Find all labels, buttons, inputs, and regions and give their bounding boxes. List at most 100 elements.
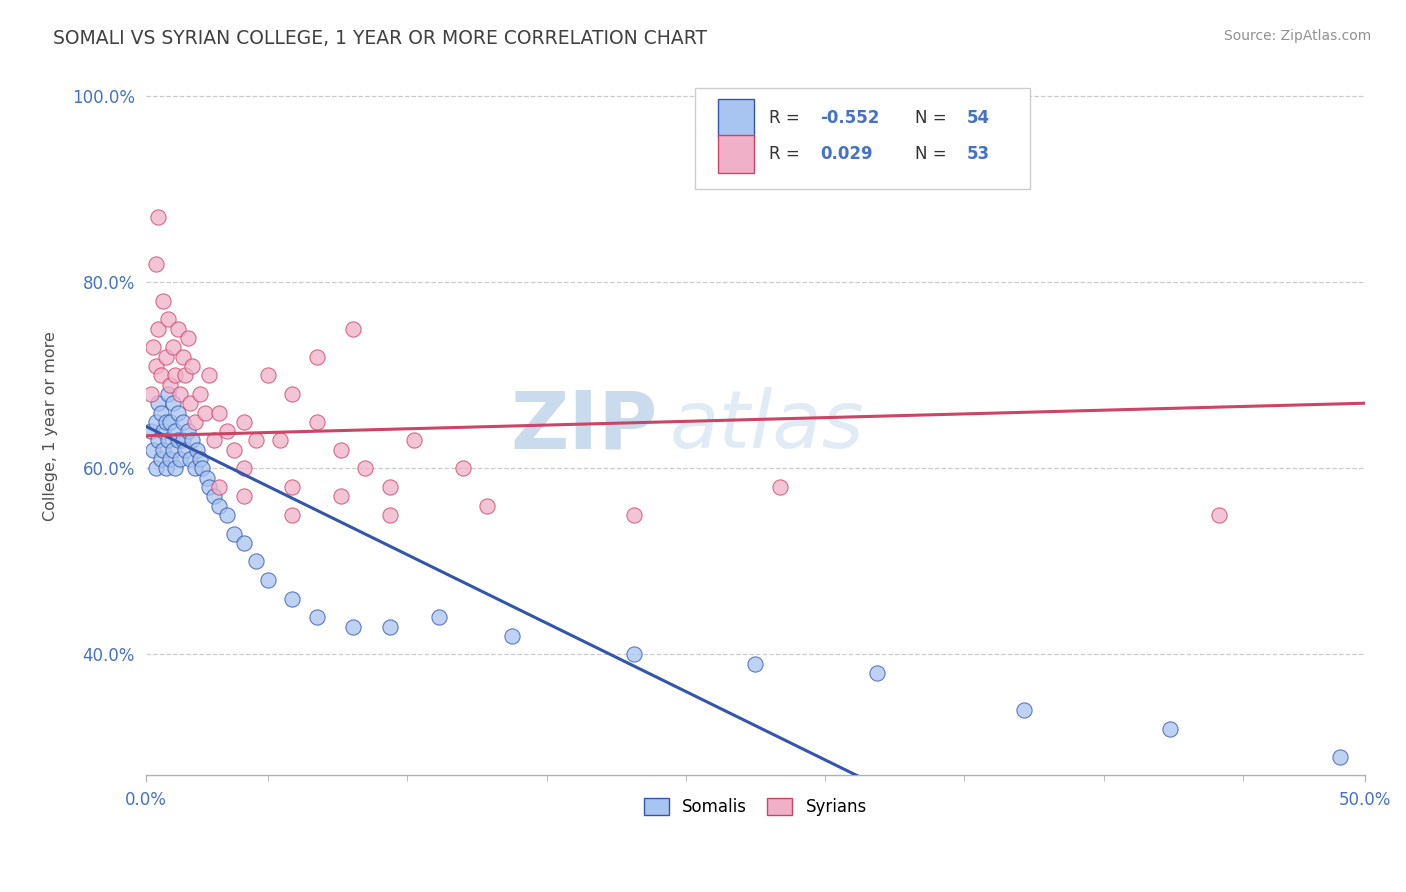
- Point: [152, 442, 174, 457]
- Point: [174, 442, 197, 457]
- Point: [354, 461, 377, 475]
- Point: [181, 359, 204, 373]
- Point: [139, 387, 162, 401]
- Point: [162, 396, 184, 410]
- Point: [179, 452, 201, 467]
- Point: [257, 573, 280, 587]
- Point: [148, 434, 170, 448]
- Point: [148, 396, 170, 410]
- Point: [404, 434, 426, 448]
- Point: [145, 359, 167, 373]
- Point: [157, 387, 180, 401]
- Point: [202, 434, 225, 448]
- Point: [166, 405, 188, 419]
- Point: [198, 480, 221, 494]
- Point: [281, 387, 304, 401]
- Point: [145, 415, 167, 429]
- Text: SOMALI VS SYRIAN COLLEGE, 1 YEAR OR MORE CORRELATION CHART: SOMALI VS SYRIAN COLLEGE, 1 YEAR OR MORE…: [53, 29, 707, 47]
- Point: [232, 536, 254, 550]
- Point: [281, 508, 304, 522]
- Point: [148, 210, 170, 224]
- Point: [769, 480, 792, 494]
- Point: [305, 610, 328, 624]
- Point: [152, 424, 174, 438]
- Point: [149, 405, 172, 419]
- Point: [159, 415, 181, 429]
- Point: [155, 350, 177, 364]
- Text: 54: 54: [966, 109, 990, 127]
- Point: [145, 257, 167, 271]
- Point: [191, 461, 214, 475]
- Point: [169, 452, 191, 467]
- Point: [232, 415, 254, 429]
- Text: 0.029: 0.029: [820, 145, 873, 163]
- Point: [142, 442, 165, 457]
- Text: R =: R =: [769, 145, 804, 163]
- Legend: Somalis, Syrians: Somalis, Syrians: [636, 789, 876, 824]
- Point: [176, 331, 198, 345]
- Point: [222, 442, 245, 457]
- Point: [186, 442, 208, 457]
- Point: [172, 350, 194, 364]
- Point: [149, 452, 172, 467]
- FancyBboxPatch shape: [717, 99, 754, 137]
- Point: [195, 470, 218, 484]
- Point: [166, 434, 188, 448]
- Point: [378, 508, 401, 522]
- Point: [245, 554, 267, 568]
- Point: [202, 489, 225, 503]
- FancyBboxPatch shape: [695, 88, 1029, 189]
- Point: [269, 434, 291, 448]
- Point: [179, 396, 201, 410]
- Point: [208, 405, 231, 419]
- Point: [1208, 508, 1230, 522]
- Point: [142, 340, 165, 354]
- Point: [145, 461, 167, 475]
- Point: [139, 424, 162, 438]
- Point: [501, 629, 523, 643]
- Text: N =: N =: [915, 145, 952, 163]
- Point: [174, 368, 197, 383]
- Point: [378, 619, 401, 633]
- Point: [184, 461, 207, 475]
- Point: [165, 424, 187, 438]
- Point: [149, 368, 172, 383]
- Point: [744, 657, 766, 671]
- Text: Source: ZipAtlas.com: Source: ZipAtlas.com: [1223, 29, 1371, 43]
- Point: [342, 322, 364, 336]
- Point: [159, 377, 181, 392]
- Point: [148, 322, 170, 336]
- Point: [176, 424, 198, 438]
- Point: [623, 508, 645, 522]
- Point: [1329, 750, 1351, 764]
- Y-axis label: College, 1 year or more: College, 1 year or more: [44, 332, 58, 522]
- Point: [451, 461, 474, 475]
- Point: [198, 368, 221, 383]
- Point: [378, 480, 401, 494]
- Point: [1012, 703, 1035, 717]
- Point: [342, 619, 364, 633]
- Point: [184, 415, 207, 429]
- Point: [172, 415, 194, 429]
- Point: [222, 526, 245, 541]
- Point: [281, 480, 304, 494]
- Text: atlas: atlas: [671, 387, 865, 466]
- Point: [162, 442, 184, 457]
- Point: [281, 591, 304, 606]
- Point: [215, 424, 238, 438]
- Point: [623, 648, 645, 662]
- Point: [188, 387, 211, 401]
- FancyBboxPatch shape: [717, 135, 754, 173]
- Point: [232, 489, 254, 503]
- Point: [159, 452, 181, 467]
- Point: [166, 322, 188, 336]
- Point: [152, 293, 174, 308]
- Point: [165, 368, 187, 383]
- Point: [427, 610, 450, 624]
- Point: [172, 434, 194, 448]
- Point: [169, 387, 191, 401]
- Point: [305, 350, 328, 364]
- Point: [162, 340, 184, 354]
- Point: [208, 480, 231, 494]
- Point: [330, 489, 353, 503]
